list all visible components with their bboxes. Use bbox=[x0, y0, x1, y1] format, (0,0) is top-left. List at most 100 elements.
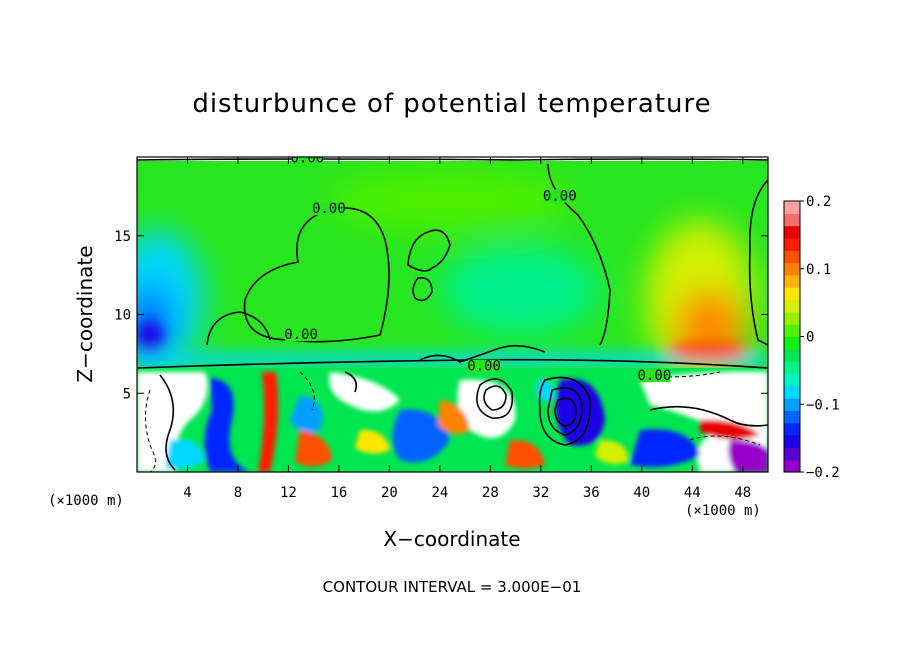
heatmap-field: 0.00 0.00 0.00 0.00 0.00 0.00 bbox=[137, 151, 768, 472]
green-patch-top bbox=[330, 170, 570, 230]
colorbar-swatch bbox=[784, 274, 800, 288]
turb-red-4 bbox=[505, 439, 545, 469]
colorbar-tick-label: −0.1 bbox=[806, 397, 840, 413]
contour-label-bg bbox=[285, 328, 318, 342]
turb-white-3 bbox=[329, 372, 400, 412]
contour-label-bg bbox=[312, 202, 345, 216]
colorbar-tick-label: 0.2 bbox=[806, 194, 831, 210]
x-axis-ticks: 4 8 12 16 20 24 28 32 36 40 44 48 bbox=[183, 157, 751, 501]
turb-blue-2 bbox=[555, 378, 605, 446]
contour-turb-4 bbox=[547, 387, 583, 436]
x-tick-label: 36 bbox=[583, 485, 600, 501]
y-axis-ticks: 5 10 15 bbox=[114, 229, 768, 402]
colorbar-swatch bbox=[784, 422, 800, 436]
colorbar-swatch bbox=[784, 287, 800, 301]
turb-cyan-1 bbox=[165, 439, 205, 469]
contour-turb-7 bbox=[159, 374, 176, 471]
colorbar: −0.2 −0.1 0 0.1 0.2 bbox=[783, 194, 840, 481]
colorbar-swatch bbox=[784, 385, 800, 399]
colorbar-swatch bbox=[784, 213, 800, 227]
turb-yellow-2 bbox=[595, 440, 629, 464]
colorbar-tick-label: 0.1 bbox=[806, 262, 831, 278]
colorbar-tick-label: 0 bbox=[806, 330, 814, 346]
x-unit-left: (×1000 m) bbox=[48, 493, 124, 509]
contour-neg-4 bbox=[299, 371, 315, 411]
turb-blue-3 bbox=[392, 409, 450, 463]
contour-neg-1 bbox=[145, 389, 156, 472]
x-axis-label: X−coordinate bbox=[383, 527, 520, 551]
colorbar-swatch bbox=[784, 435, 800, 448]
colorbar-swatch bbox=[784, 348, 800, 362]
colorbar-swatch bbox=[784, 447, 800, 461]
contour-label: 0.00 bbox=[638, 368, 672, 384]
x-tick-label: 12 bbox=[280, 485, 297, 501]
turb-red-2 bbox=[295, 430, 332, 467]
x-tick-label: 32 bbox=[532, 485, 549, 501]
contour-turb-6 bbox=[419, 344, 546, 363]
x-tick-label: 4 bbox=[183, 485, 191, 501]
y-tick-label: 5 bbox=[123, 386, 131, 402]
turb-blue-1 bbox=[204, 378, 250, 472]
x-tick-label: 48 bbox=[734, 485, 751, 501]
contour-zero-3 bbox=[412, 276, 433, 302]
cool-band-left bbox=[137, 320, 164, 360]
colorbar-swatch bbox=[784, 201, 800, 214]
colorbar-tick-label: −0.2 bbox=[806, 465, 840, 481]
colorbar-swatch bbox=[784, 225, 800, 239]
contour-neg-3 bbox=[689, 435, 761, 446]
contour-turb-5 bbox=[554, 397, 577, 427]
colorbar-swatch bbox=[784, 237, 800, 251]
colorbar-swatch bbox=[784, 361, 800, 375]
x-tick-label: 40 bbox=[633, 485, 650, 501]
x-tick-label: 24 bbox=[431, 485, 448, 501]
contour-turb-3 bbox=[538, 376, 591, 446]
x-tick-label: 20 bbox=[381, 485, 398, 501]
y-tick-label: 10 bbox=[114, 308, 131, 324]
contour-label: 0.00 bbox=[284, 327, 318, 343]
contour-label-bg bbox=[468, 359, 501, 373]
contour-label: 0.00 bbox=[291, 151, 325, 167]
contour-label: 0.00 bbox=[312, 201, 346, 217]
contour-turb-8 bbox=[344, 371, 358, 393]
turb-blue-5 bbox=[290, 395, 323, 434]
contour-turb-1 bbox=[476, 378, 514, 419]
turb-yellow-1 bbox=[355, 429, 390, 454]
turb-purple-1 bbox=[728, 440, 768, 472]
colorbar-swatch bbox=[784, 324, 800, 338]
colorbar-swatch bbox=[784, 299, 800, 313]
colorbar-swatch bbox=[784, 262, 800, 276]
cool-patch-mid bbox=[440, 245, 600, 335]
contour-label-bg bbox=[638, 369, 671, 383]
colorbar-swatch bbox=[784, 373, 800, 387]
turb-blue-4 bbox=[630, 429, 700, 468]
contour-label-bg bbox=[291, 157, 324, 165]
chart-title: disturbunce of potential temperature bbox=[192, 89, 711, 119]
colorbar-swatch bbox=[784, 398, 800, 412]
contour-label: 0.00 bbox=[543, 189, 577, 205]
colorbar-swatch bbox=[784, 410, 800, 424]
turb-red-1 bbox=[258, 372, 278, 472]
contour-turb-9 bbox=[649, 405, 768, 427]
turb-white-4 bbox=[457, 379, 516, 438]
colorbar-swatch bbox=[784, 336, 800, 350]
contour-turb-2 bbox=[483, 385, 507, 411]
contour-zero-5 bbox=[748, 179, 768, 346]
turb-red-5 bbox=[700, 419, 760, 440]
y-tick-label: 15 bbox=[114, 229, 131, 245]
turb-red-3 bbox=[438, 400, 470, 434]
contour-label-bg bbox=[543, 189, 576, 203]
contour-label: 0.00 bbox=[467, 359, 501, 375]
warm-band-right bbox=[668, 340, 748, 360]
x-tick-label: 8 bbox=[234, 485, 242, 501]
x-unit-right: (×1000 m) bbox=[685, 503, 761, 519]
contour-zero-6 bbox=[206, 311, 271, 346]
contour-zero-7 bbox=[137, 158, 768, 161]
x-tick-label: 44 bbox=[684, 485, 701, 501]
y-axis-label: Z−coordinate bbox=[73, 245, 97, 382]
colorbar-swatch bbox=[784, 250, 800, 264]
x-tick-label: 28 bbox=[482, 485, 499, 501]
contour-interval-note: CONTOUR INTERVAL = 3.000E−01 bbox=[323, 578, 582, 596]
colorbar-swatch bbox=[784, 459, 800, 473]
x-tick-label: 16 bbox=[330, 485, 347, 501]
